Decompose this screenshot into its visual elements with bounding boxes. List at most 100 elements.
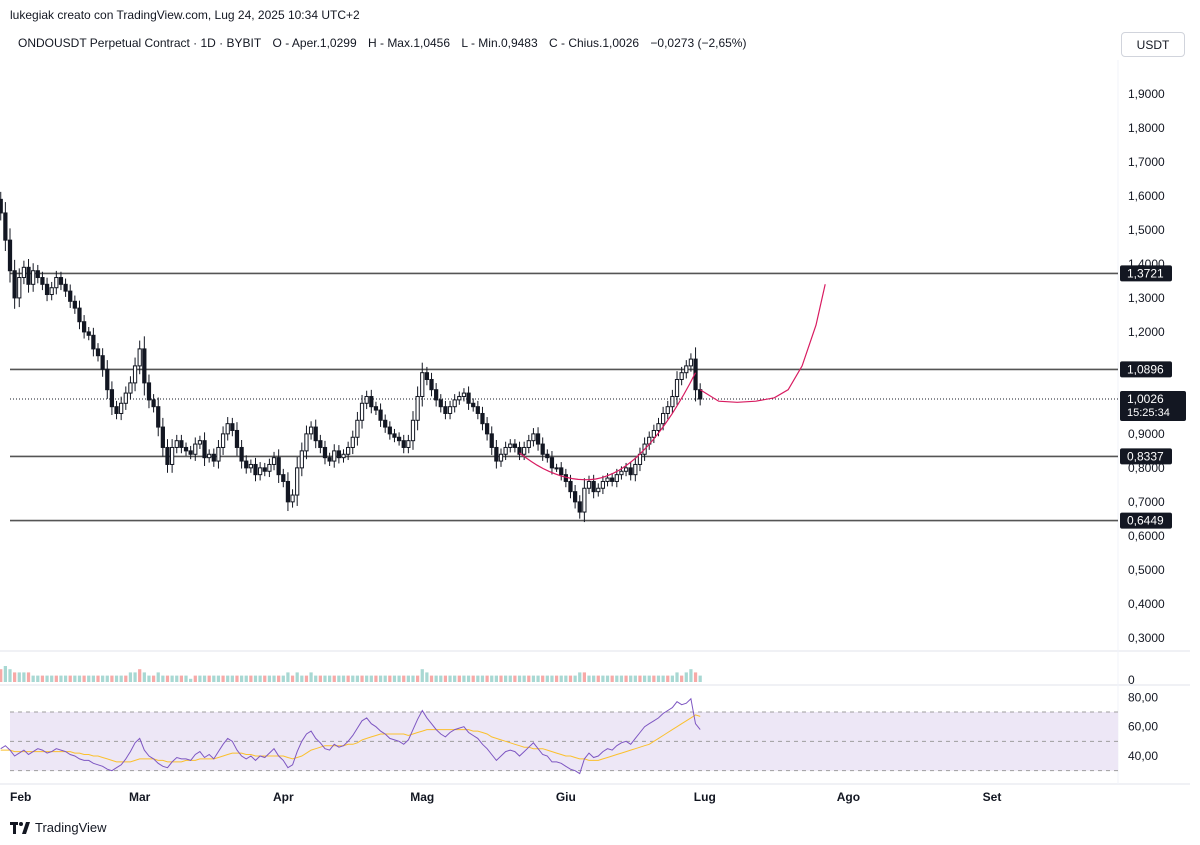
candle-body <box>271 457 277 465</box>
volume-bar <box>8 669 12 682</box>
candle-body <box>461 392 467 397</box>
candle-body <box>582 487 587 513</box>
volume-bar <box>513 675 517 682</box>
volume-bar <box>105 675 109 682</box>
volume-bar <box>689 669 693 682</box>
volume-bar <box>253 675 258 682</box>
volume-bar <box>13 672 17 682</box>
volume-bar <box>494 675 498 682</box>
candle-body <box>410 419 416 442</box>
volume-bar <box>448 675 452 682</box>
level-price-tag <box>1120 448 1172 465</box>
x-axis-tick: Apr <box>273 790 294 804</box>
volume-bar <box>300 675 304 682</box>
volume-bar <box>304 675 309 682</box>
candle-body <box>3 212 8 241</box>
volume-bar <box>615 675 619 682</box>
volume-bar <box>87 675 91 682</box>
candle-body <box>545 453 550 459</box>
volume-bar <box>221 675 225 682</box>
candle-body <box>313 426 318 442</box>
candle-body <box>364 395 369 404</box>
candle-body <box>318 440 323 448</box>
candle-body <box>290 494 295 503</box>
candle-body <box>619 470 624 476</box>
volume-bar <box>369 675 373 682</box>
volume-axis-label: 0 <box>1128 673 1135 687</box>
candle-body <box>628 467 633 476</box>
volume-bar <box>587 675 591 682</box>
volume-bar <box>45 675 49 682</box>
volume-bar <box>573 675 577 682</box>
volume-bar <box>504 675 508 682</box>
volume-bar <box>508 675 512 682</box>
volume-bar <box>3 666 7 682</box>
volume-bar <box>63 675 68 682</box>
candle-body <box>109 389 115 408</box>
candle-body <box>517 446 522 455</box>
candle-body <box>91 334 96 350</box>
y-axis-tick: 1,9000 <box>1128 87 1165 101</box>
volume-bar <box>388 675 392 682</box>
tradingview-logo-icon <box>10 821 30 834</box>
candle-body <box>248 463 253 469</box>
volume-bar <box>490 675 494 682</box>
candle-body <box>540 443 545 455</box>
candle-body <box>457 395 462 401</box>
candle-body <box>105 368 110 391</box>
candle-body <box>359 402 365 421</box>
candle-body <box>299 450 304 469</box>
low-value: Min.0,9483 <box>478 36 538 50</box>
candle-body <box>586 480 592 489</box>
volume-bar <box>189 678 193 682</box>
volume-bar <box>286 672 290 682</box>
candle-body <box>322 446 328 459</box>
cup-curve <box>519 372 697 481</box>
volume-bar <box>216 675 221 682</box>
candle-body <box>137 348 142 367</box>
level-price-tag <box>1120 512 1172 529</box>
candle-body <box>688 358 694 367</box>
volume-bar <box>675 672 679 682</box>
candle-body <box>100 355 105 370</box>
candle-body <box>559 467 564 476</box>
y-axis-tick: 1,7000 <box>1128 155 1165 169</box>
candle-body <box>596 487 601 493</box>
volume-bar <box>267 675 272 682</box>
candle-body <box>522 446 527 455</box>
candle-body <box>369 395 374 408</box>
volume-bar <box>536 675 540 682</box>
volume-bar <box>629 675 633 682</box>
candle-body <box>179 440 184 448</box>
volume-bar <box>559 675 563 682</box>
currency-button[interactable]: USDT <box>1121 32 1185 57</box>
volume-bar <box>453 675 457 682</box>
volume-bar <box>443 675 448 682</box>
candle-body <box>234 429 240 448</box>
tradingview-logo[interactable]: TradingView <box>10 820 107 835</box>
candle-body <box>392 433 397 438</box>
high-label: H <box>367 36 377 50</box>
candle-body <box>531 433 536 442</box>
volume-bar <box>179 675 184 682</box>
rsi-ma-line <box>0 714 701 763</box>
rsi-line <box>0 697 701 775</box>
candle-body <box>355 419 360 438</box>
candle-body <box>40 277 45 285</box>
volume-bar <box>281 675 285 682</box>
volume-bar <box>624 675 628 682</box>
volume-bar <box>392 675 397 682</box>
volume-bar <box>309 672 313 682</box>
volume-bar <box>619 675 624 682</box>
volume-bar <box>133 672 137 682</box>
candle-body <box>452 399 457 408</box>
candle-body <box>600 480 606 489</box>
candle-body <box>633 463 638 476</box>
volume-bar <box>365 675 369 682</box>
candle-body <box>68 290 73 302</box>
candle-body <box>132 365 138 384</box>
symbol-title[interactable]: ONDOUSDT Perpetual Contract · 1D · BYBIT <box>18 36 262 50</box>
candle-body <box>415 395 420 421</box>
candle-body <box>86 331 91 336</box>
